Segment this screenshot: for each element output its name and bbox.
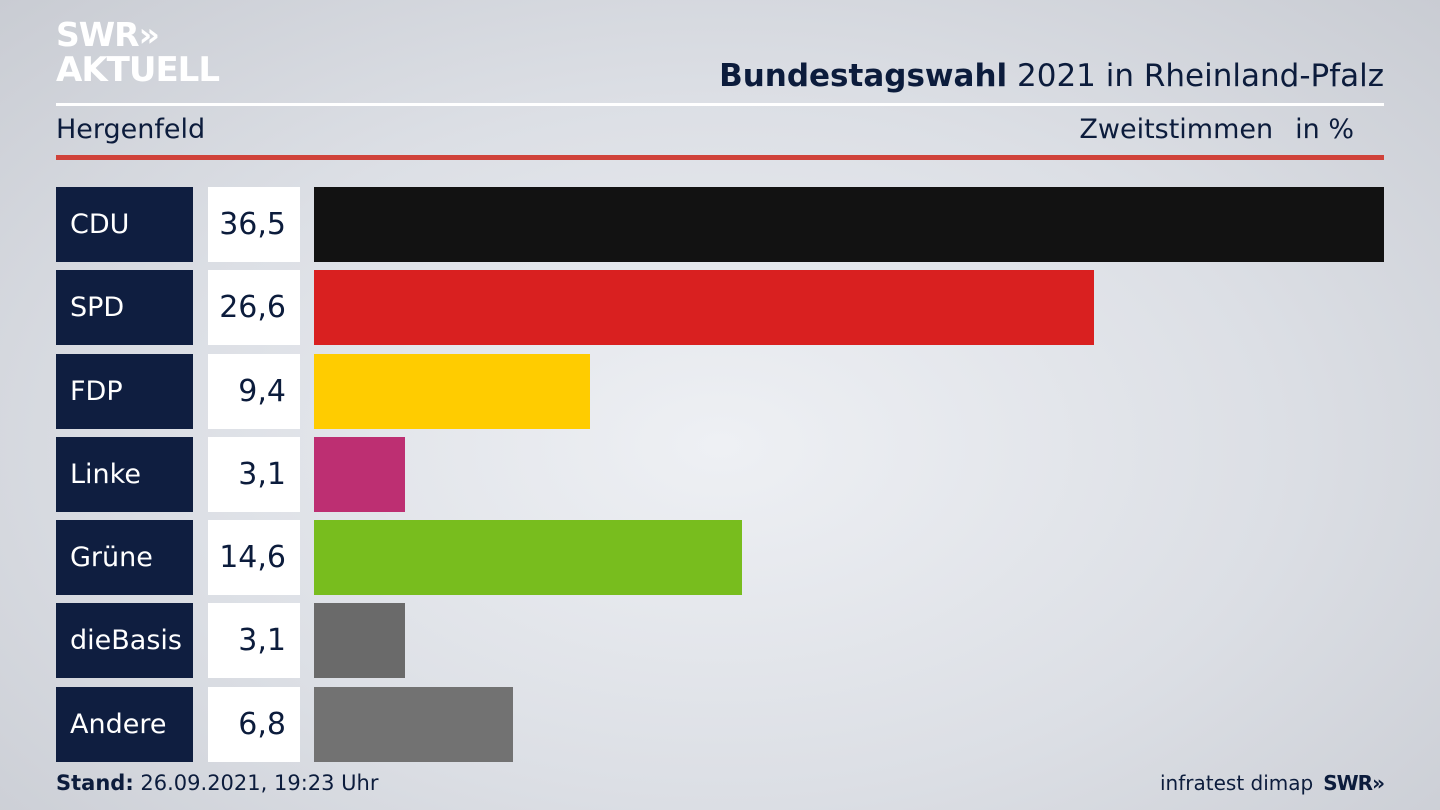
swr-aktuell-logo: SWR» AKTUELL bbox=[56, 15, 220, 90]
bar-row: Linke 3,1 bbox=[56, 436, 1384, 512]
value-label: 14,6 bbox=[208, 520, 300, 596]
bar-chart: CDU 36,5 SPD 26,6 FDP 9,4 Linke 3,1 Grüne 14,6 die… bbox=[56, 187, 1384, 770]
title-bold: Bundestagswahl bbox=[719, 58, 1008, 94]
vote-type: Zweitstimmen bbox=[1079, 114, 1274, 145]
party-label: FDP bbox=[56, 353, 193, 429]
bar-row: Grüne 14,6 bbox=[56, 520, 1384, 596]
bar bbox=[314, 603, 405, 679]
value-label: 26,6 bbox=[208, 270, 300, 346]
logo-line-2: AKTUELL bbox=[56, 50, 220, 90]
bar-row: FDP 9,4 bbox=[56, 353, 1384, 429]
bar bbox=[314, 686, 513, 762]
region-label: Hergenfeld bbox=[56, 114, 206, 145]
bar-row: CDU 36,5 bbox=[56, 187, 1384, 262]
party-label: dieBasis bbox=[56, 603, 193, 679]
party-label: SPD bbox=[56, 270, 193, 346]
footer-swr-logo: SWR» bbox=[1323, 771, 1385, 795]
party-label: CDU bbox=[56, 187, 193, 262]
source-credit: infratest dimap SWR» bbox=[1160, 771, 1385, 795]
bar-row: SPD 26,6 bbox=[56, 270, 1384, 346]
stand-label: Stand: bbox=[56, 771, 134, 795]
title-rest: 2021 in Rheinland-Pfalz bbox=[1007, 58, 1384, 94]
value-label: 3,1 bbox=[208, 436, 300, 512]
vote-type-label: Zweitstimmen in % bbox=[1079, 114, 1354, 145]
unit-label: in % bbox=[1295, 114, 1354, 145]
bar bbox=[314, 270, 1094, 346]
party-label: Andere bbox=[56, 686, 193, 762]
timestamp: Stand: 26.09.2021, 19:23 Uhr bbox=[56, 771, 379, 795]
value-label: 9,4 bbox=[208, 353, 300, 429]
accent-divider bbox=[56, 155, 1384, 160]
value-label: 36,5 bbox=[208, 187, 300, 262]
bar-row: Andere 6,8 bbox=[56, 686, 1384, 762]
bar bbox=[314, 187, 1384, 262]
party-label: Linke bbox=[56, 436, 193, 512]
bar bbox=[314, 353, 590, 429]
bar bbox=[314, 520, 742, 596]
source-label: infratest dimap bbox=[1160, 771, 1314, 795]
bar bbox=[314, 436, 405, 512]
header-divider bbox=[56, 103, 1384, 106]
party-label: Grüne bbox=[56, 520, 193, 596]
logo-line-1: SWR» bbox=[56, 15, 160, 54]
bar-row: dieBasis 3,1 bbox=[56, 603, 1384, 679]
chart-title: Bundestagswahl 2021 in Rheinland-Pfalz bbox=[719, 58, 1384, 94]
value-label: 3,1 bbox=[208, 603, 300, 679]
value-label: 6,8 bbox=[208, 686, 300, 762]
stand-value: 26.09.2021, 19:23 Uhr bbox=[133, 771, 379, 795]
